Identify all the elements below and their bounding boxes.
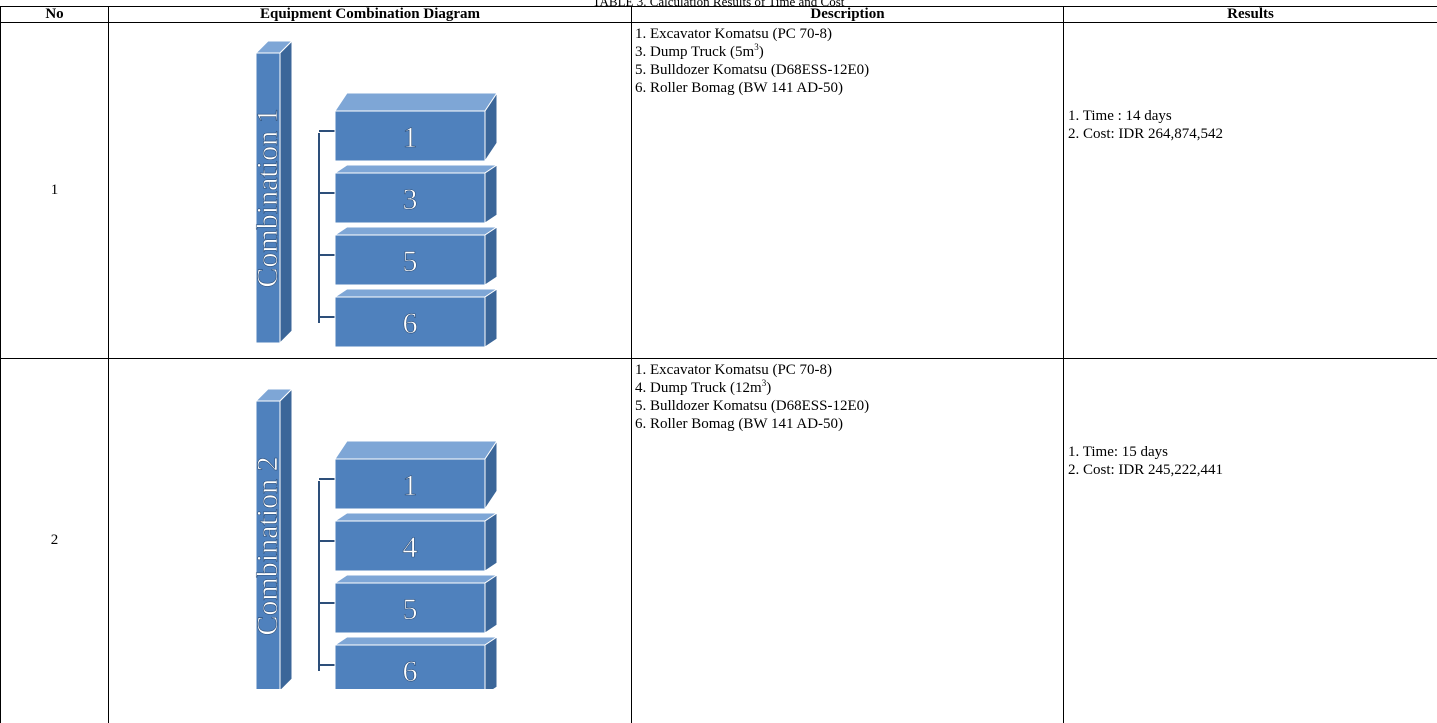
description-line: 5. Bulldozer Komatsu (D68ESS-12E0) — [635, 61, 1063, 79]
block-top — [335, 289, 497, 297]
table-row: 1 Combination 1 1 3 5 6 1. Excavator Komatsu (… — [1, 23, 1437, 359]
description-text: 1. Excavator Komatsu (PC 70-8) — [635, 362, 832, 378]
combination-diagram: Combination 2 1 4 5 6 — [109, 359, 630, 689]
block-label: 6 — [403, 307, 418, 340]
header-cell: Equipment Combination Diagram — [109, 7, 632, 23]
block-side — [485, 227, 497, 285]
description-text: 6. Roller Bomag (BW 141 AD-50) — [635, 80, 843, 96]
description-line: 1. Excavator Komatsu (PC 70-8) — [635, 25, 1063, 43]
block-label: 6 — [403, 655, 418, 688]
block-label: 1 — [403, 469, 418, 502]
description-line: 6. Roller Bomag (BW 141 AD-50) — [635, 415, 1063, 433]
block-top — [335, 441, 497, 459]
block-side — [485, 289, 497, 347]
description-line: 3. Dump Truck (5m3) — [635, 43, 1063, 61]
description-text: 4. Dump Truck (12m — [635, 380, 762, 396]
result-line: 1. Time : 14 days — [1068, 107, 1437, 125]
diagram-cell: Combination 2 1 4 5 6 — [109, 359, 632, 723]
row-number: 2 — [1, 359, 109, 723]
result-line: 1. Time: 15 days — [1068, 443, 1437, 461]
block-side — [485, 165, 497, 223]
description-line: 6. Roller Bomag (BW 141 AD-50) — [635, 79, 1063, 97]
description-text-tail: ) — [766, 380, 771, 396]
block-label: 4 — [403, 531, 418, 564]
table-body: 1 Combination 1 1 3 5 6 1. Excavator Komatsu (… — [1, 23, 1437, 723]
block-side — [485, 637, 497, 689]
description-line: 5. Bulldozer Komatsu (D68ESS-12E0) — [635, 397, 1063, 415]
block-top — [335, 637, 497, 645]
result-line: 2. Cost: IDR 245,222,441 — [1068, 461, 1437, 479]
diagram-group: Combination 2 1 4 5 6 — [251, 389, 497, 689]
description-cell: 1. Excavator Komatsu (PC 70-8)4. Dump Tr… — [632, 359, 1064, 723]
description-text: 3. Dump Truck (5m — [635, 44, 754, 60]
description-line: 1. Excavator Komatsu (PC 70-8) — [635, 361, 1063, 379]
header-cell: Results — [1064, 7, 1437, 23]
description-text: 6. Roller Bomag (BW 141 AD-50) — [635, 416, 843, 432]
block-side — [485, 575, 497, 633]
diagram-cell: Combination 1 1 3 5 6 — [109, 23, 632, 359]
combination-label: Combination 1 — [251, 108, 284, 287]
results-spacer — [1068, 23, 1437, 107]
combination-label: Combination 2 — [251, 456, 284, 635]
block-top — [335, 513, 497, 521]
block-label: 5 — [403, 593, 418, 626]
block-label: 3 — [403, 183, 418, 216]
block-top — [335, 93, 497, 111]
table-row: 2 Combination 2 1 4 5 6 1. Excavator Komatsu (… — [1, 359, 1437, 723]
diagram-group: Combination 1 1 3 5 6 — [251, 41, 497, 347]
block-side — [485, 513, 497, 571]
row-number: 1 — [1, 23, 109, 359]
block-label: 5 — [403, 245, 418, 278]
combination-diagram: Combination 1 1 3 5 6 — [109, 23, 630, 353]
block-top — [335, 227, 497, 235]
description-cell: 1. Excavator Komatsu (PC 70-8)3. Dump Tr… — [632, 23, 1064, 359]
header-cell: Description — [632, 7, 1064, 23]
block-top — [335, 575, 497, 583]
description-text: 5. Bulldozer Komatsu (D68ESS-12E0) — [635, 398, 869, 414]
description-text: 5. Bulldozer Komatsu (D68ESS-12E0) — [635, 62, 869, 78]
result-line: 2. Cost: IDR 264,874,542 — [1068, 125, 1437, 143]
description-line: 4. Dump Truck (12m3) — [635, 379, 1063, 397]
block-label: 1 — [403, 121, 418, 154]
results-spacer — [1068, 359, 1437, 443]
description-text: 1. Excavator Komatsu (PC 70-8) — [635, 26, 832, 42]
block-top — [335, 165, 497, 173]
description-text-tail: ) — [759, 44, 764, 60]
header-cell: No — [1, 7, 109, 23]
